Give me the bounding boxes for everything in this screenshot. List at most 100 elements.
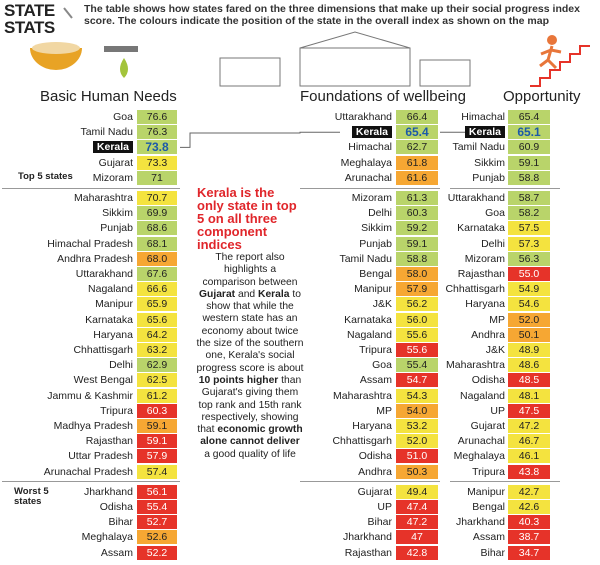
note-text: and xyxy=(235,288,259,300)
state-name: Nagaland xyxy=(262,328,392,342)
state-name: Tamil Nadu xyxy=(3,125,133,139)
state-name: Rajasthan xyxy=(375,267,505,281)
state-name: Punjab xyxy=(262,237,392,251)
state-label: Tripura xyxy=(100,404,133,417)
state-label: Gujarat xyxy=(470,420,505,432)
score-cell: 47 xyxy=(396,530,438,546)
state-label: Manipur xyxy=(354,283,392,296)
score-cell: 68.0 xyxy=(137,251,177,267)
score-cell: 55.6 xyxy=(396,343,438,358)
state-name: Tripura xyxy=(3,404,133,418)
score-cell: 51.0 xyxy=(396,449,438,465)
score-cell: 42.8 xyxy=(396,545,438,561)
state-name: Bengal xyxy=(375,500,505,514)
state-name: Tamil Nadu xyxy=(375,140,505,154)
state-label: Bengal xyxy=(472,501,505,513)
state-label: Kerala xyxy=(464,126,505,139)
state-label: Sikkim xyxy=(474,156,505,169)
state-label: Bihar xyxy=(480,546,505,559)
state-label: Goa xyxy=(113,111,133,123)
state-label: Nagaland xyxy=(460,389,505,402)
score-cell: 46.7 xyxy=(508,434,550,450)
group-separator xyxy=(450,481,560,483)
state-label: Jharkhand xyxy=(455,516,505,529)
state-label: Arunachal xyxy=(344,171,392,184)
state-label: Himachal xyxy=(348,141,392,154)
tap-icon xyxy=(104,46,138,52)
score-cell: 38.7 xyxy=(508,530,550,546)
note-text: than Gujarat's giving them top rank and … xyxy=(197,374,302,436)
state-label: Mizoram xyxy=(92,171,133,184)
score-cell: 55.4 xyxy=(396,358,438,374)
state-name: Uttarakhand xyxy=(3,267,133,281)
state-name: Himachal Pradesh xyxy=(3,237,133,251)
score-cell: 52.6 xyxy=(137,530,177,546)
state-label: Uttarakhand xyxy=(447,192,505,204)
score-cell: 68.1 xyxy=(137,236,177,252)
state-label: Rajasthan xyxy=(457,268,505,280)
state-name: Maharashtra xyxy=(375,358,505,372)
state-label: Karnataka xyxy=(344,313,392,326)
state-name: Delhi xyxy=(375,237,505,251)
column-title: Opportunity xyxy=(503,88,581,105)
state-name: Uttarakhand xyxy=(262,110,392,124)
score-cell: 54.0 xyxy=(396,403,438,419)
score-cell: 53.2 xyxy=(396,419,438,434)
state-label: Punjab xyxy=(100,222,133,235)
state-name: Assam xyxy=(3,546,133,560)
state-label: Mizoram xyxy=(351,192,392,204)
state-name: J&K xyxy=(262,297,392,311)
note-text: to show that while the western state has… xyxy=(196,288,304,374)
score-cell: 46.1 xyxy=(508,449,550,465)
icons xyxy=(30,7,590,87)
state-name: Tripura xyxy=(262,343,392,357)
state-label: Nagaland xyxy=(88,283,133,296)
state-label: Chhattisgarh xyxy=(445,283,505,296)
state-label: West Bengal xyxy=(73,374,133,387)
state-name: West Bengal xyxy=(3,373,133,387)
state-name: Assam xyxy=(375,530,505,544)
state-label: Odisha xyxy=(471,374,505,387)
state-label: Madhya Pradesh xyxy=(53,420,133,432)
stairs-icon xyxy=(530,45,590,87)
state-label: Karnataka xyxy=(85,313,133,326)
state-name: Meghalaya xyxy=(262,156,392,170)
score-cell: 65.1 xyxy=(508,125,550,141)
state-name: Jharkhand xyxy=(3,485,133,499)
state-label: Rajasthan xyxy=(85,435,133,448)
state-name: Sikkim xyxy=(262,221,392,235)
state-name: Karnataka xyxy=(375,221,505,235)
state-name: Nagaland xyxy=(375,389,505,403)
state-name: Karnataka xyxy=(3,313,133,327)
runner xyxy=(547,35,557,45)
state-name: Haryana xyxy=(262,419,392,433)
state-label: Tamil Nadu xyxy=(452,141,505,154)
state-label: Meghalaya xyxy=(340,156,392,169)
score-cell: 47.5 xyxy=(508,403,550,419)
score-cell: 66.4 xyxy=(396,110,438,125)
score-cell: 48.1 xyxy=(508,388,550,404)
score-cell: 49.4 xyxy=(396,484,438,500)
state-label: Maharashtra xyxy=(446,359,505,372)
state-label: Manipur xyxy=(95,298,133,311)
state-name: Madhya Pradesh xyxy=(3,419,133,433)
state-name: Bihar xyxy=(3,515,133,529)
state-name: MP xyxy=(262,404,392,418)
score-cell: 62.9 xyxy=(137,358,177,374)
note-text: Kerala xyxy=(258,288,290,300)
bowl-icon xyxy=(30,48,82,70)
score-cell: 40.3 xyxy=(508,515,550,531)
score-cell: 65.6 xyxy=(137,312,177,328)
state-name: Jharkhand xyxy=(262,530,392,544)
score-cell: 60.3 xyxy=(137,403,177,419)
state-name: MP xyxy=(375,313,505,327)
state-label: Haryana xyxy=(352,420,392,432)
state-name: Kerala xyxy=(3,140,133,154)
state-name: Meghalaya xyxy=(3,530,133,544)
state-name: Maharashtra xyxy=(3,191,133,205)
state-name: Punjab xyxy=(3,221,133,235)
score-cell: 54.6 xyxy=(508,297,550,313)
state-label: MP xyxy=(376,404,392,417)
state-label: Tamil Nadu xyxy=(80,126,133,139)
state-name: Jammu & Kashmir xyxy=(3,389,133,403)
